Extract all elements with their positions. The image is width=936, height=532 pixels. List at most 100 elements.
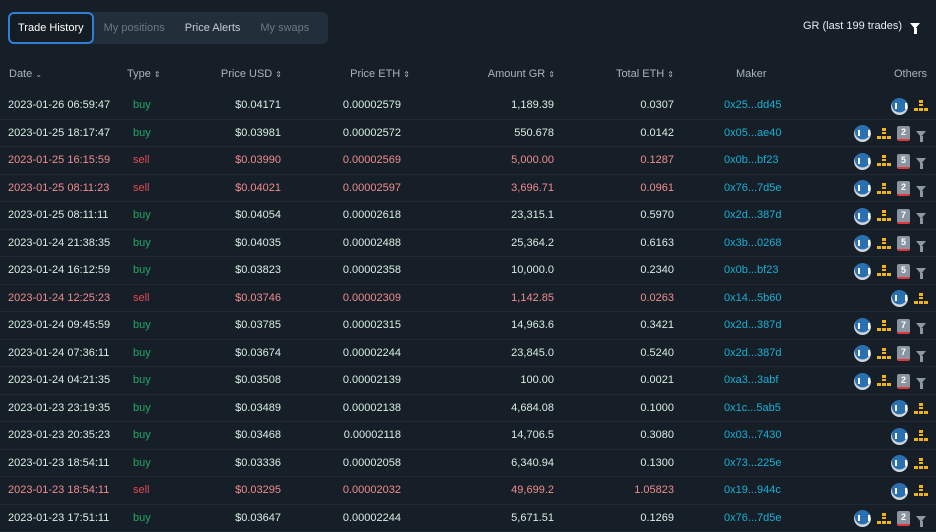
dex-logo-icon[interactable] (854, 153, 871, 170)
tab-price-alerts[interactable]: Price Alerts (175, 12, 251, 44)
dex-logo-icon[interactable] (891, 428, 908, 445)
maker-address[interactable]: 0x25...dd45 (724, 99, 782, 111)
maker-address[interactable]: 0x76...7d5e (724, 182, 782, 194)
col-type[interactable]: Type ⇕ (127, 68, 161, 80)
hierarchy-icon[interactable] (877, 210, 891, 222)
dex-logo-icon[interactable] (854, 373, 871, 390)
trade-count-badge[interactable]: 2 (897, 126, 910, 141)
filter-icon[interactable] (916, 516, 926, 522)
total-eth: 0.1000 (640, 402, 674, 414)
maker-address[interactable]: 0x2d...387d (724, 319, 782, 331)
dex-logo-icon[interactable] (891, 98, 908, 115)
filter-icon[interactable] (916, 268, 926, 274)
dex-logo-icon[interactable] (854, 510, 871, 527)
trade-count-badge[interactable]: 7 (897, 209, 910, 224)
maker-address[interactable]: 0x0b...bf23 (724, 154, 778, 166)
filter-icon[interactable] (916, 378, 926, 384)
col-date[interactable]: Date ⌄ (9, 68, 42, 80)
dex-logo-icon[interactable] (854, 345, 871, 362)
maker-address[interactable]: 0x3b...0268 (724, 237, 782, 249)
hierarchy-icon[interactable] (877, 265, 891, 277)
hierarchy-icon[interactable] (877, 238, 891, 250)
hierarchy-icon[interactable] (914, 458, 928, 470)
tab-trade-history[interactable]: Trade History (8, 12, 94, 44)
filter-icon[interactable] (916, 323, 926, 329)
col-total[interactable]: Total ETH ⇕ (616, 68, 674, 80)
hierarchy-icon[interactable] (914, 293, 928, 305)
maker-address[interactable]: 0x2d...387d (724, 347, 782, 359)
dex-logo-icon[interactable] (891, 455, 908, 472)
hierarchy-icon[interactable] (877, 375, 891, 387)
col-price-eth-label: Price ETH (350, 68, 400, 80)
dex-logo-icon[interactable] (854, 235, 871, 252)
filter-icon[interactable] (916, 241, 926, 247)
dex-logo-icon[interactable] (854, 263, 871, 280)
filter-icon[interactable] (916, 213, 926, 219)
dex-logo-icon[interactable] (854, 318, 871, 335)
tab-my-swaps[interactable]: My swaps (250, 12, 319, 44)
trade-date: 2023-01-24 21:38:35 (8, 237, 110, 249)
maker-address[interactable]: 0x2d...387d (724, 209, 782, 221)
trade-count-badge[interactable]: 5 (897, 264, 910, 279)
col-amount[interactable]: Amount GR ⇕ (488, 68, 555, 80)
price-eth: 0.00002139 (343, 374, 401, 386)
col-price-usd[interactable]: Price USD ⇕ (221, 68, 282, 80)
hierarchy-icon[interactable] (914, 403, 928, 415)
maker-address[interactable]: 0x1c...5ab5 (724, 402, 781, 414)
others-cell: 5 (854, 262, 928, 280)
tab-my-positions[interactable]: My positions (94, 12, 175, 44)
maker-address[interactable]: 0x05...ae40 (724, 127, 782, 139)
hierarchy-icon[interactable] (877, 128, 891, 140)
dex-logo-icon[interactable] (854, 125, 871, 142)
maker-address[interactable]: 0x14...5b60 (724, 292, 782, 304)
maker-address[interactable]: 0x0b...bf23 (724, 264, 778, 276)
hierarchy-icon[interactable] (877, 348, 891, 360)
filter-icon[interactable] (916, 186, 926, 192)
filter-icon[interactable] (916, 158, 926, 164)
hierarchy-icon[interactable] (877, 513, 891, 525)
trade-count-badge[interactable]: 7 (897, 346, 910, 361)
filter-icon[interactable] (916, 131, 926, 137)
hierarchy-icon[interactable] (877, 320, 891, 332)
dex-logo-icon[interactable] (891, 400, 908, 417)
hierarchy-icon[interactable] (914, 100, 928, 112)
maker-address[interactable]: 0x03...7430 (724, 429, 782, 441)
maker-address[interactable]: 0xa3...3abf (724, 374, 778, 386)
hierarchy-icon[interactable] (877, 155, 891, 167)
trade-count-badge[interactable]: 5 (897, 236, 910, 251)
filter-icon[interactable] (916, 351, 926, 357)
dex-logo-icon[interactable] (854, 180, 871, 197)
trade-count-badge[interactable]: 2 (897, 511, 910, 526)
trade-count-badge[interactable]: 5 (897, 154, 910, 169)
col-price-eth[interactable]: Price ETH ⇕ (350, 68, 410, 80)
dex-logo-icon[interactable] (854, 208, 871, 225)
filter-icon[interactable] (910, 23, 920, 29)
dex-logo-icon[interactable] (891, 290, 908, 307)
maker-address[interactable]: 0x19...944c (724, 484, 781, 496)
maker-address[interactable]: 0x73...225e (724, 457, 782, 469)
hierarchy-icon[interactable] (914, 430, 928, 442)
dex-logo-icon[interactable] (891, 483, 908, 500)
trade-date: 2023-01-24 09:45:59 (8, 319, 110, 331)
trade-count-badge[interactable]: 2 (897, 374, 910, 389)
trade-count-badge[interactable]: 7 (897, 319, 910, 334)
hierarchy-icon[interactable] (877, 183, 891, 195)
hierarchy-icon[interactable] (914, 485, 928, 497)
trade-count-badge[interactable]: 2 (897, 181, 910, 196)
